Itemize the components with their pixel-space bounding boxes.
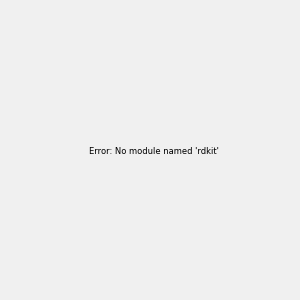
Text: Error: No module named 'rdkit': Error: No module named 'rdkit' bbox=[89, 147, 219, 156]
